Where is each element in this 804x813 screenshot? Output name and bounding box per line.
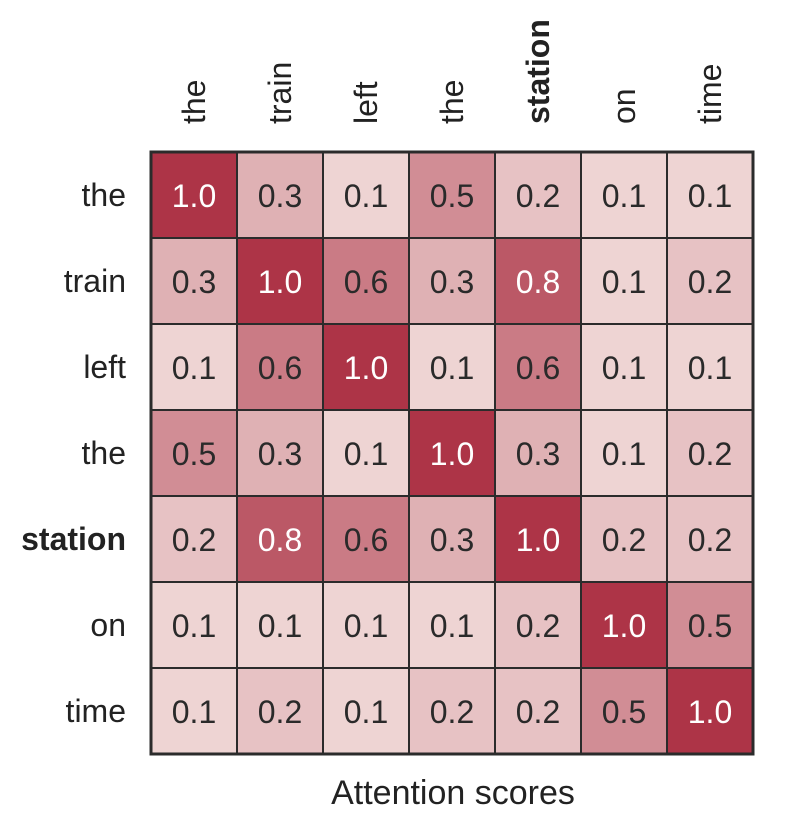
cell-value-r0-c0: 1.0 [172,178,216,214]
cell-value-r0-c2: 0.1 [344,178,388,214]
cell-value-r6-c0: 0.1 [172,694,216,730]
cell-value-r1-c3: 0.3 [430,264,474,300]
column-label-4: station [520,19,556,124]
cell-value-r4-c4: 1.0 [516,522,560,558]
column-label-3: the [434,80,470,124]
column-label-5: on [606,88,642,124]
cell-value-r2-c2: 1.0 [344,350,388,386]
cell-value-r0-c4: 0.2 [516,178,560,214]
heatmap-cell-r6-c6 [666,667,754,755]
cell-value-r6-c3: 0.2 [430,694,474,730]
cell-value-r4-c1: 0.8 [258,522,302,558]
heatmap-cell-r1-c4 [494,237,582,325]
heatmap-cell-r5-c1 [236,581,324,669]
cell-value-r2-c1: 0.6 [258,350,302,386]
cell-value-r2-c4: 0.6 [516,350,560,386]
heatmap-cell-r5-c3 [408,581,496,669]
heatmap-cell-r2-c3 [408,323,496,411]
heatmap-cell-r5-c0 [150,581,238,669]
cell-value-r3-c1: 0.3 [258,436,302,472]
cell-value-r6-c5: 0.5 [602,694,646,730]
cell-value-r3-c5: 0.1 [602,436,646,472]
cell-value-r5-c5: 1.0 [602,608,646,644]
cell-value-r5-c1: 0.1 [258,608,302,644]
cell-value-r0-c6: 0.1 [688,178,732,214]
heatmap-cell-r0-c1 [236,151,324,239]
row-label-5: on [90,607,126,643]
heatmap-cell-r5-c4 [494,581,582,669]
cell-value-r1-c4: 0.8 [516,264,560,300]
cell-value-r6-c6: 1.0 [688,694,732,730]
cell-value-r4-c6: 0.2 [688,522,732,558]
cell-value-r4-c0: 0.2 [172,522,216,558]
cell-value-r3-c4: 0.3 [516,436,560,472]
cell-value-r4-c2: 0.6 [344,522,388,558]
heatmap-cell-r0-c0 [150,151,238,239]
heatmap-cell-r6-c4 [494,667,582,755]
heatmap-cell-r6-c5 [580,667,668,755]
column-label-6: time [692,64,728,124]
cell-value-r2-c5: 0.1 [602,350,646,386]
row-label-6: time [66,693,126,729]
cell-value-r1-c2: 0.6 [344,264,388,300]
heatmap-cell-r5-c6 [666,581,754,669]
cell-value-r1-c5: 0.1 [602,264,646,300]
heatmap-frame [149,150,755,756]
cell-value-r2-c3: 0.1 [430,350,474,386]
heatmap-cell-r4-c2 [322,495,410,583]
cell-value-r6-c4: 0.2 [516,694,560,730]
column-label-0: the [176,80,212,124]
cell-value-r5-c0: 0.1 [172,608,216,644]
cell-value-r3-c2: 0.1 [344,436,388,472]
heatmap-cell-r2-c4 [494,323,582,411]
heatmap-cell-r3-c0 [150,409,238,497]
cell-value-r0-c1: 0.3 [258,178,302,214]
heatmap-cell-r3-c6 [666,409,754,497]
row-label-4: station [21,521,126,557]
cell-value-r3-c3: 1.0 [430,436,474,472]
cell-value-r4-c3: 0.3 [430,522,474,558]
cell-value-r1-c0: 0.3 [172,264,216,300]
heatmap-cell-r3-c1 [236,409,324,497]
cell-value-r0-c5: 0.1 [602,178,646,214]
heatmap-cell-r2-c6 [666,323,754,411]
cell-value-r2-c6: 0.1 [688,350,732,386]
heatmap-cell-r4-c0 [150,495,238,583]
column-label-1: train [262,62,298,124]
cell-value-r1-c6: 0.2 [688,264,732,300]
cell-value-r3-c0: 0.5 [172,436,216,472]
heatmap-cell-r6-c3 [408,667,496,755]
column-labels: the train left the station on time [176,19,728,124]
row-label-3: the [82,435,126,471]
row-label-0: the [82,177,126,213]
heatmap-cell-r6-c0 [150,667,238,755]
heatmap-cell-r6-c2 [322,667,410,755]
cell-value-r5-c4: 0.2 [516,608,560,644]
column-label-2: left [348,81,384,124]
cell-value-r3-c6: 0.2 [688,436,732,472]
heatmap-cell-r1-c2 [322,237,410,325]
row-label-1: train [64,263,126,299]
heatmap-cell-r0-c5 [580,151,668,239]
cell-value-r0-c3: 0.5 [430,178,474,214]
cell-value-r5-c3: 0.1 [430,608,474,644]
heatmap-cell-r2-c1 [236,323,324,411]
heatmap-cell-r2-c2 [322,323,410,411]
heatmap-cell-r3-c5 [580,409,668,497]
cell-value-r5-c6: 0.5 [688,608,732,644]
x-axis-label: Attention scores [331,774,575,812]
cell-value-r6-c1: 0.2 [258,694,302,730]
row-labels: the train left the station on time [21,177,126,729]
row-label-2: left [83,349,126,385]
cell-value-r4-c5: 0.2 [602,522,646,558]
cell-value-r5-c2: 0.1 [344,608,388,644]
heatmap-cells: 1.0 0.3 0.1 0.5 0.2 0.1 0.1 0.3 1.0 0.6 0.3 0.8 0.1 0… [150,151,754,755]
cell-value-r1-c1: 1.0 [258,264,302,300]
cell-value-r2-c0: 0.1 [172,350,216,386]
heatmap-cell-r2-c5 [580,323,668,411]
heatmap-cell-r1-c6 [666,237,754,325]
cell-value-r6-c2: 0.1 [344,694,388,730]
